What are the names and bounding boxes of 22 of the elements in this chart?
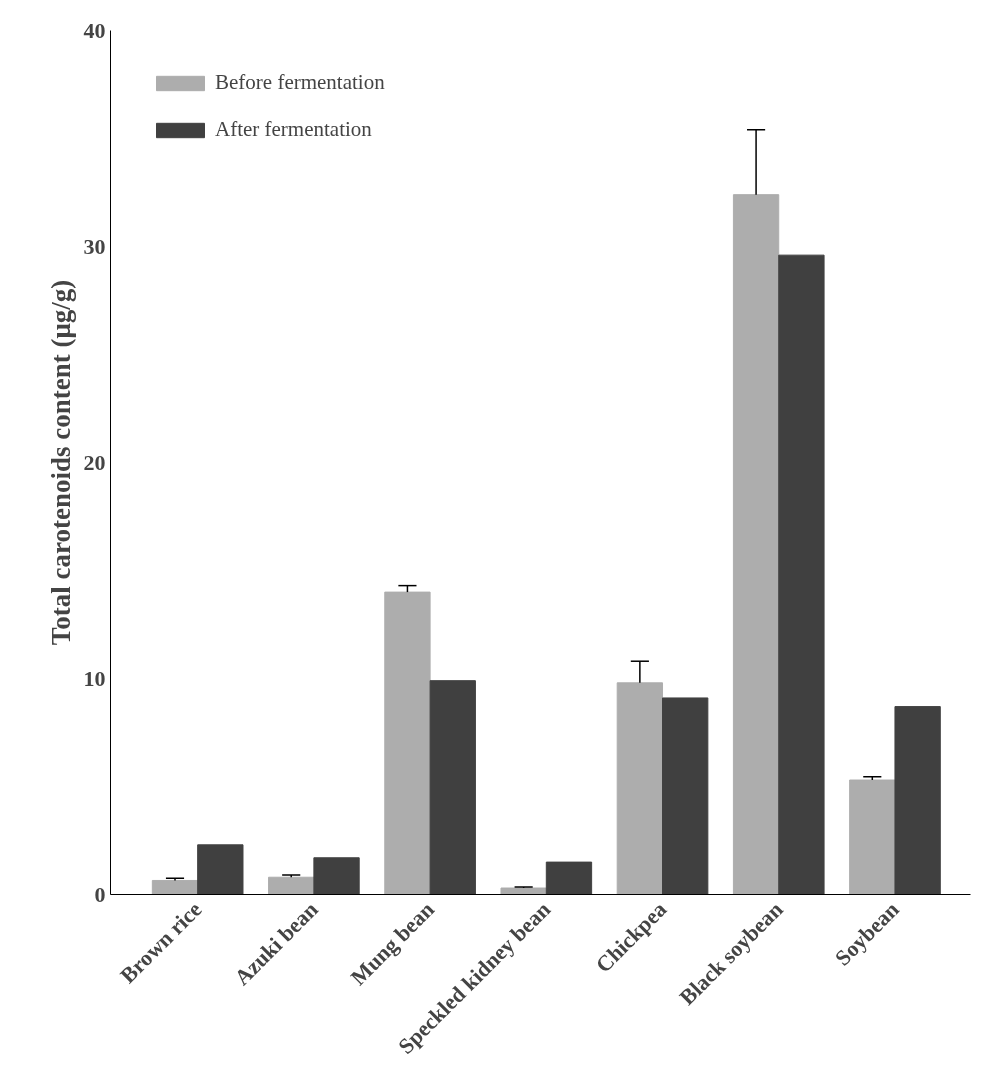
bar: [662, 697, 709, 895]
y-tick-label: 20: [83, 449, 106, 475]
bar: [384, 591, 431, 895]
bar: [894, 706, 941, 895]
bar: [732, 194, 780, 895]
bar: [545, 861, 593, 895]
legend-label: After fermentation: [215, 117, 372, 142]
y-tick-label: 30: [83, 233, 106, 259]
y-tick-label: 0: [94, 881, 106, 907]
bar: [268, 876, 315, 895]
bar: [313, 857, 360, 895]
bar: [429, 680, 476, 895]
bar: [197, 844, 244, 895]
legend-label: Before fermentation: [215, 70, 385, 95]
bar: [778, 254, 825, 895]
y-tick-label: 40: [83, 17, 106, 43]
bar: [151, 879, 199, 895]
bar: [500, 887, 547, 895]
bar: [616, 682, 664, 895]
y-tick-label: 10: [83, 665, 106, 691]
y-axis-title: Total carotenoids content (μg/g): [45, 279, 76, 646]
bar: [849, 779, 896, 895]
